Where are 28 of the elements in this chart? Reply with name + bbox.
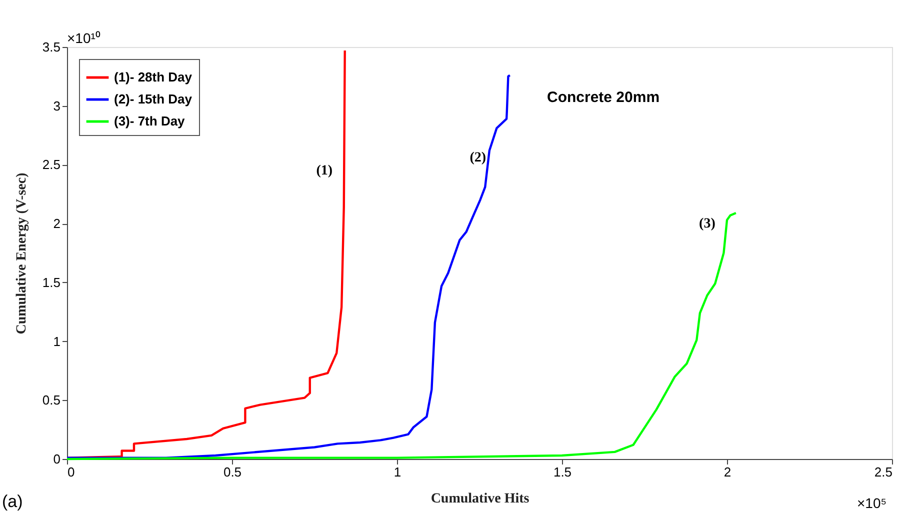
x-tick-label: 0 xyxy=(68,464,75,480)
line-series xyxy=(66,74,511,459)
annotation: (3) xyxy=(699,216,716,232)
annotation: (2) xyxy=(470,150,486,166)
x-tick-label: 0.5 xyxy=(223,464,242,480)
legend-label: (3)- 7th Day xyxy=(114,114,186,128)
x-tick-label: 2.5 xyxy=(874,464,892,480)
legend-label: (2)- 15th Day xyxy=(114,92,193,106)
line-series xyxy=(66,212,738,460)
y-tick-label: 0 xyxy=(53,452,60,466)
y-tick-label: 0.5 xyxy=(42,392,60,408)
x-tick-label: 1.5 xyxy=(553,464,572,480)
x-tick-label: 2 xyxy=(724,464,732,480)
text: (a) xyxy=(2,492,23,511)
y-tick-label: 2 xyxy=(53,216,60,232)
legend-label: (1)- 28th Day xyxy=(114,70,193,84)
text: ×10⁵ xyxy=(857,495,887,511)
y-tick-label: 1 xyxy=(53,334,60,349)
x-axis-title: Cumulative Hits xyxy=(430,492,530,506)
annotation: (1) xyxy=(316,164,333,179)
y-tick-label: 3 xyxy=(53,98,60,114)
y-tick-label: 1.5 xyxy=(42,274,60,290)
x-tick-label: 1 xyxy=(394,464,402,480)
y-axis-title: Cumulative Energy (V-sec) xyxy=(14,172,30,334)
annotation: Concrete 20mm xyxy=(547,89,660,106)
text: ×10¹⁰ xyxy=(67,30,100,46)
y-tick-label: 2.5 xyxy=(42,157,60,172)
y-tick-label: 3.5 xyxy=(42,40,60,54)
